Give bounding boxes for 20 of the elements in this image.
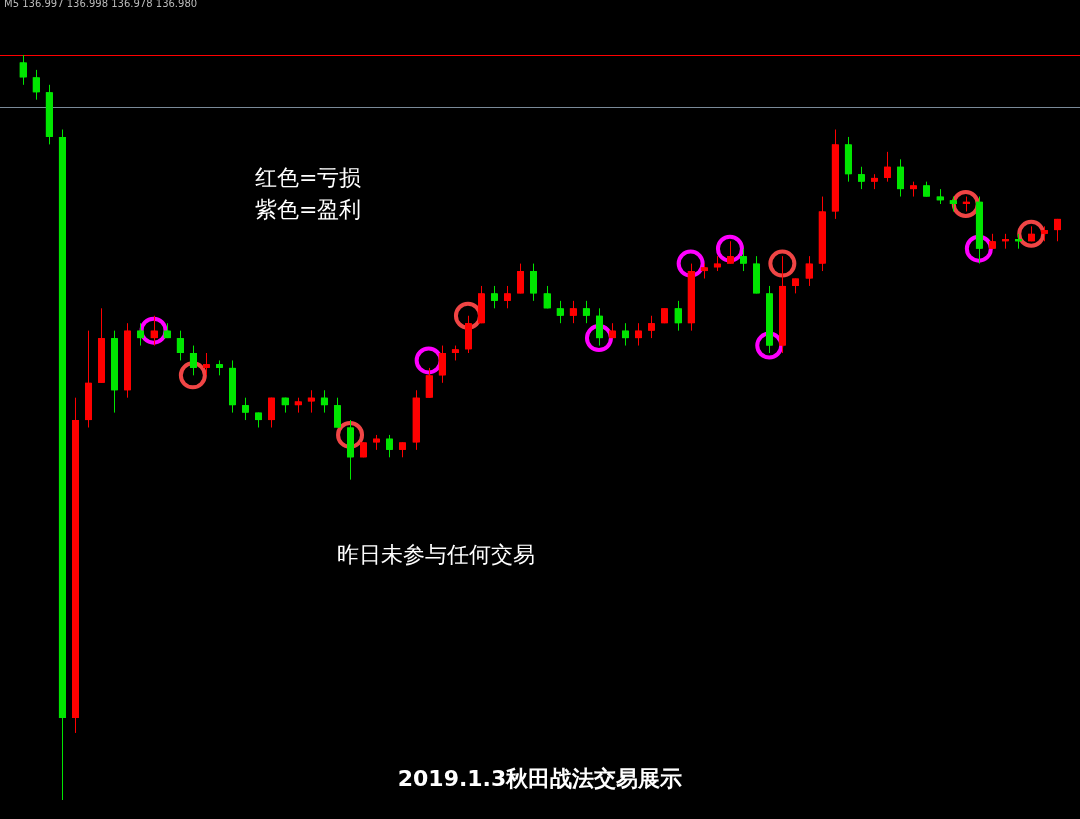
annotation: 昨日未参与任何交易 bbox=[337, 541, 535, 569]
point bbox=[584, 324, 613, 353]
point bbox=[768, 249, 797, 278]
annotation: 紫色=盈利 bbox=[255, 196, 362, 224]
point bbox=[676, 249, 705, 278]
point bbox=[1017, 219, 1046, 248]
candlestick bbox=[622, 322, 629, 347]
annotation: 红色=亏损 bbox=[255, 164, 362, 192]
candlestick bbox=[504, 285, 511, 309]
candlestick bbox=[491, 285, 498, 309]
candlestick bbox=[242, 397, 249, 421]
point bbox=[414, 346, 443, 375]
candlestick bbox=[635, 322, 642, 347]
point bbox=[139, 316, 168, 345]
candlestick bbox=[648, 315, 655, 339]
point bbox=[715, 234, 744, 263]
chart-subtitle: M5 136.997 136.998 136.978 136.980 bbox=[4, 0, 198, 9]
text: 2019.1.3秋田战法交易展示 bbox=[396, 765, 684, 793]
point bbox=[178, 361, 207, 390]
candlestick bbox=[137, 322, 144, 347]
